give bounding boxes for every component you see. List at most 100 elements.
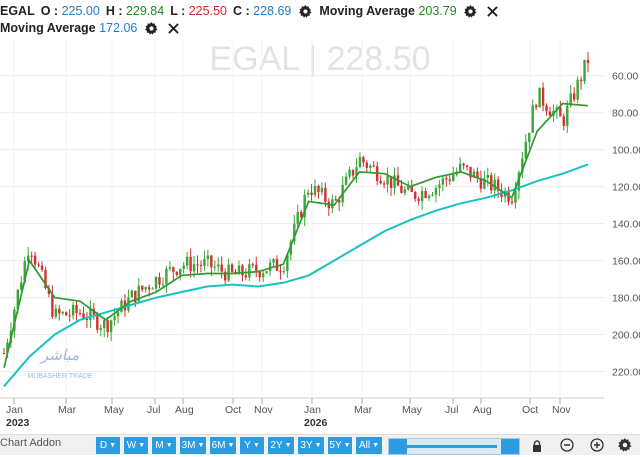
candle-body	[37, 264, 40, 266]
period-button-m[interactable]: M ▼	[152, 437, 176, 454]
range-scrollbar[interactable]	[388, 438, 520, 455]
candle-body	[313, 185, 317, 196]
candle-body	[382, 183, 386, 185]
candle-body	[179, 268, 182, 275]
ma1-value: 203.79	[418, 4, 457, 18]
period-button-5y[interactable]: 5Y ▼	[328, 437, 352, 454]
candle-body	[158, 277, 161, 285]
chevron-down-icon: ▼	[197, 442, 205, 449]
chevron-down-icon: ▼	[284, 442, 292, 449]
candle-body	[147, 287, 151, 290]
chevron-down-icon: ▼	[227, 442, 235, 449]
candle-body	[303, 194, 306, 218]
candle-body	[241, 265, 244, 276]
y-axis-tick-label: 60.00	[612, 71, 638, 83]
mubasher-logo: مباشر MUBASHER TRADE	[27, 346, 93, 380]
period-button-label: 6M	[211, 440, 226, 451]
candle-body	[289, 241, 293, 255]
period-button-2y[interactable]: 2Y ▼	[268, 437, 294, 454]
scrollbar-right-handle[interactable]	[501, 439, 519, 454]
open-value: 225.00	[61, 4, 100, 18]
period-button-3m[interactable]: 3M ▼	[180, 437, 206, 454]
candle-body	[71, 304, 75, 316]
x-axis-tick-label: Oct	[522, 404, 538, 416]
candle-body	[414, 191, 417, 199]
x-axis: Jan Mar May Jul Aug Oct Nov Jan Mar May Jul Aug Oct N…	[0, 397, 604, 429]
candle-body	[403, 189, 407, 193]
candle-body	[358, 157, 362, 168]
candle-body	[26, 255, 30, 262]
candle-body	[324, 187, 327, 202]
candle-body	[282, 271, 286, 273]
candle-body	[96, 314, 99, 330]
chevron-down-icon: ▼	[314, 442, 322, 449]
settings-icon[interactable]	[618, 438, 632, 457]
period-button-label: M	[155, 440, 164, 451]
gear-icon[interactable]	[143, 20, 159, 36]
candle-body	[279, 270, 282, 272]
period-button-6m[interactable]: 6M ▼	[210, 437, 236, 454]
candle-body	[541, 87, 545, 106]
candle-body	[331, 199, 334, 209]
chart-addon-button[interactable]: Chart Addon	[0, 437, 62, 449]
candle-body	[165, 268, 168, 285]
candle-body	[583, 59, 586, 82]
candle-body	[20, 282, 23, 290]
candle-body	[230, 264, 234, 272]
candle-body	[6, 342, 9, 354]
period-button-d[interactable]: D ▼	[96, 437, 120, 454]
candle-body	[237, 265, 241, 275]
candle-body	[320, 187, 324, 193]
candle-body	[486, 175, 489, 179]
candle-body	[351, 169, 355, 176]
close-icon[interactable]	[165, 20, 181, 36]
lock-icon[interactable]	[532, 439, 542, 457]
close-icon[interactable]	[485, 3, 501, 19]
candle-body	[299, 211, 303, 218]
x-axis-tick-label: May	[104, 404, 125, 416]
candle-body	[13, 309, 16, 331]
candle-body	[306, 192, 310, 195]
open-label: O :	[40, 4, 59, 18]
candle-body	[227, 264, 230, 281]
chart-toolbar: Chart Addon D ▼ W ▼ M ▼ 3M ▼ 6M ▼ Y ▼ 2Y ▼ 3Y ▼ 5Y ▼ All ▼	[0, 434, 640, 455]
scrollbar-track[interactable]	[407, 445, 497, 448]
candle-body	[30, 255, 33, 257]
period-button-label: W	[126, 440, 137, 451]
candle-body	[210, 255, 213, 268]
y-axis-tick-label: 200.00	[612, 330, 640, 342]
y-axis: 220.00 200.00 180.00 160.00 140.00 120.00 100.…	[612, 71, 640, 379]
scrollbar-left-handle[interactable]	[389, 439, 407, 454]
price-chart[interactable]: EGAL | 228.50 220.00 200.00 180.00 160.00 14…	[0, 0, 640, 434]
x-axis-year-label: 2023	[6, 417, 30, 429]
x-axis-tick-label: Aug	[175, 404, 194, 416]
gear-icon[interactable]	[463, 3, 479, 19]
candle-body	[369, 165, 372, 168]
period-button-w[interactable]: W ▼	[124, 437, 148, 454]
candle-body	[168, 267, 172, 269]
candle-body	[51, 293, 54, 317]
candle-body	[572, 93, 576, 100]
period-button-y[interactable]: Y ▼	[240, 437, 264, 454]
chevron-down-icon: ▼	[343, 442, 351, 449]
zoom-out-icon[interactable]	[560, 438, 574, 457]
candle-body	[223, 271, 227, 281]
candle-body	[172, 267, 175, 272]
candle-body	[379, 181, 382, 184]
period-button-all[interactable]: All ▼	[356, 437, 382, 454]
candle-body	[244, 275, 248, 278]
grid	[0, 40, 604, 396]
gear-icon[interactable]	[297, 3, 313, 19]
candle-body	[372, 165, 375, 167]
period-button-label: 3Y	[300, 440, 313, 451]
high-label: H :	[105, 4, 123, 18]
chevron-down-icon: ▼	[372, 442, 380, 449]
x-axis-tick-label: Jul	[445, 404, 458, 416]
candle-body	[251, 264, 255, 266]
candle-body	[182, 265, 185, 269]
period-button-3y[interactable]: 3Y ▼	[298, 437, 324, 454]
zoom-in-icon[interactable]	[590, 438, 604, 457]
x-axis-tick-label: Jan	[304, 404, 321, 416]
candle-body	[448, 179, 451, 181]
candle-body	[510, 201, 514, 203]
